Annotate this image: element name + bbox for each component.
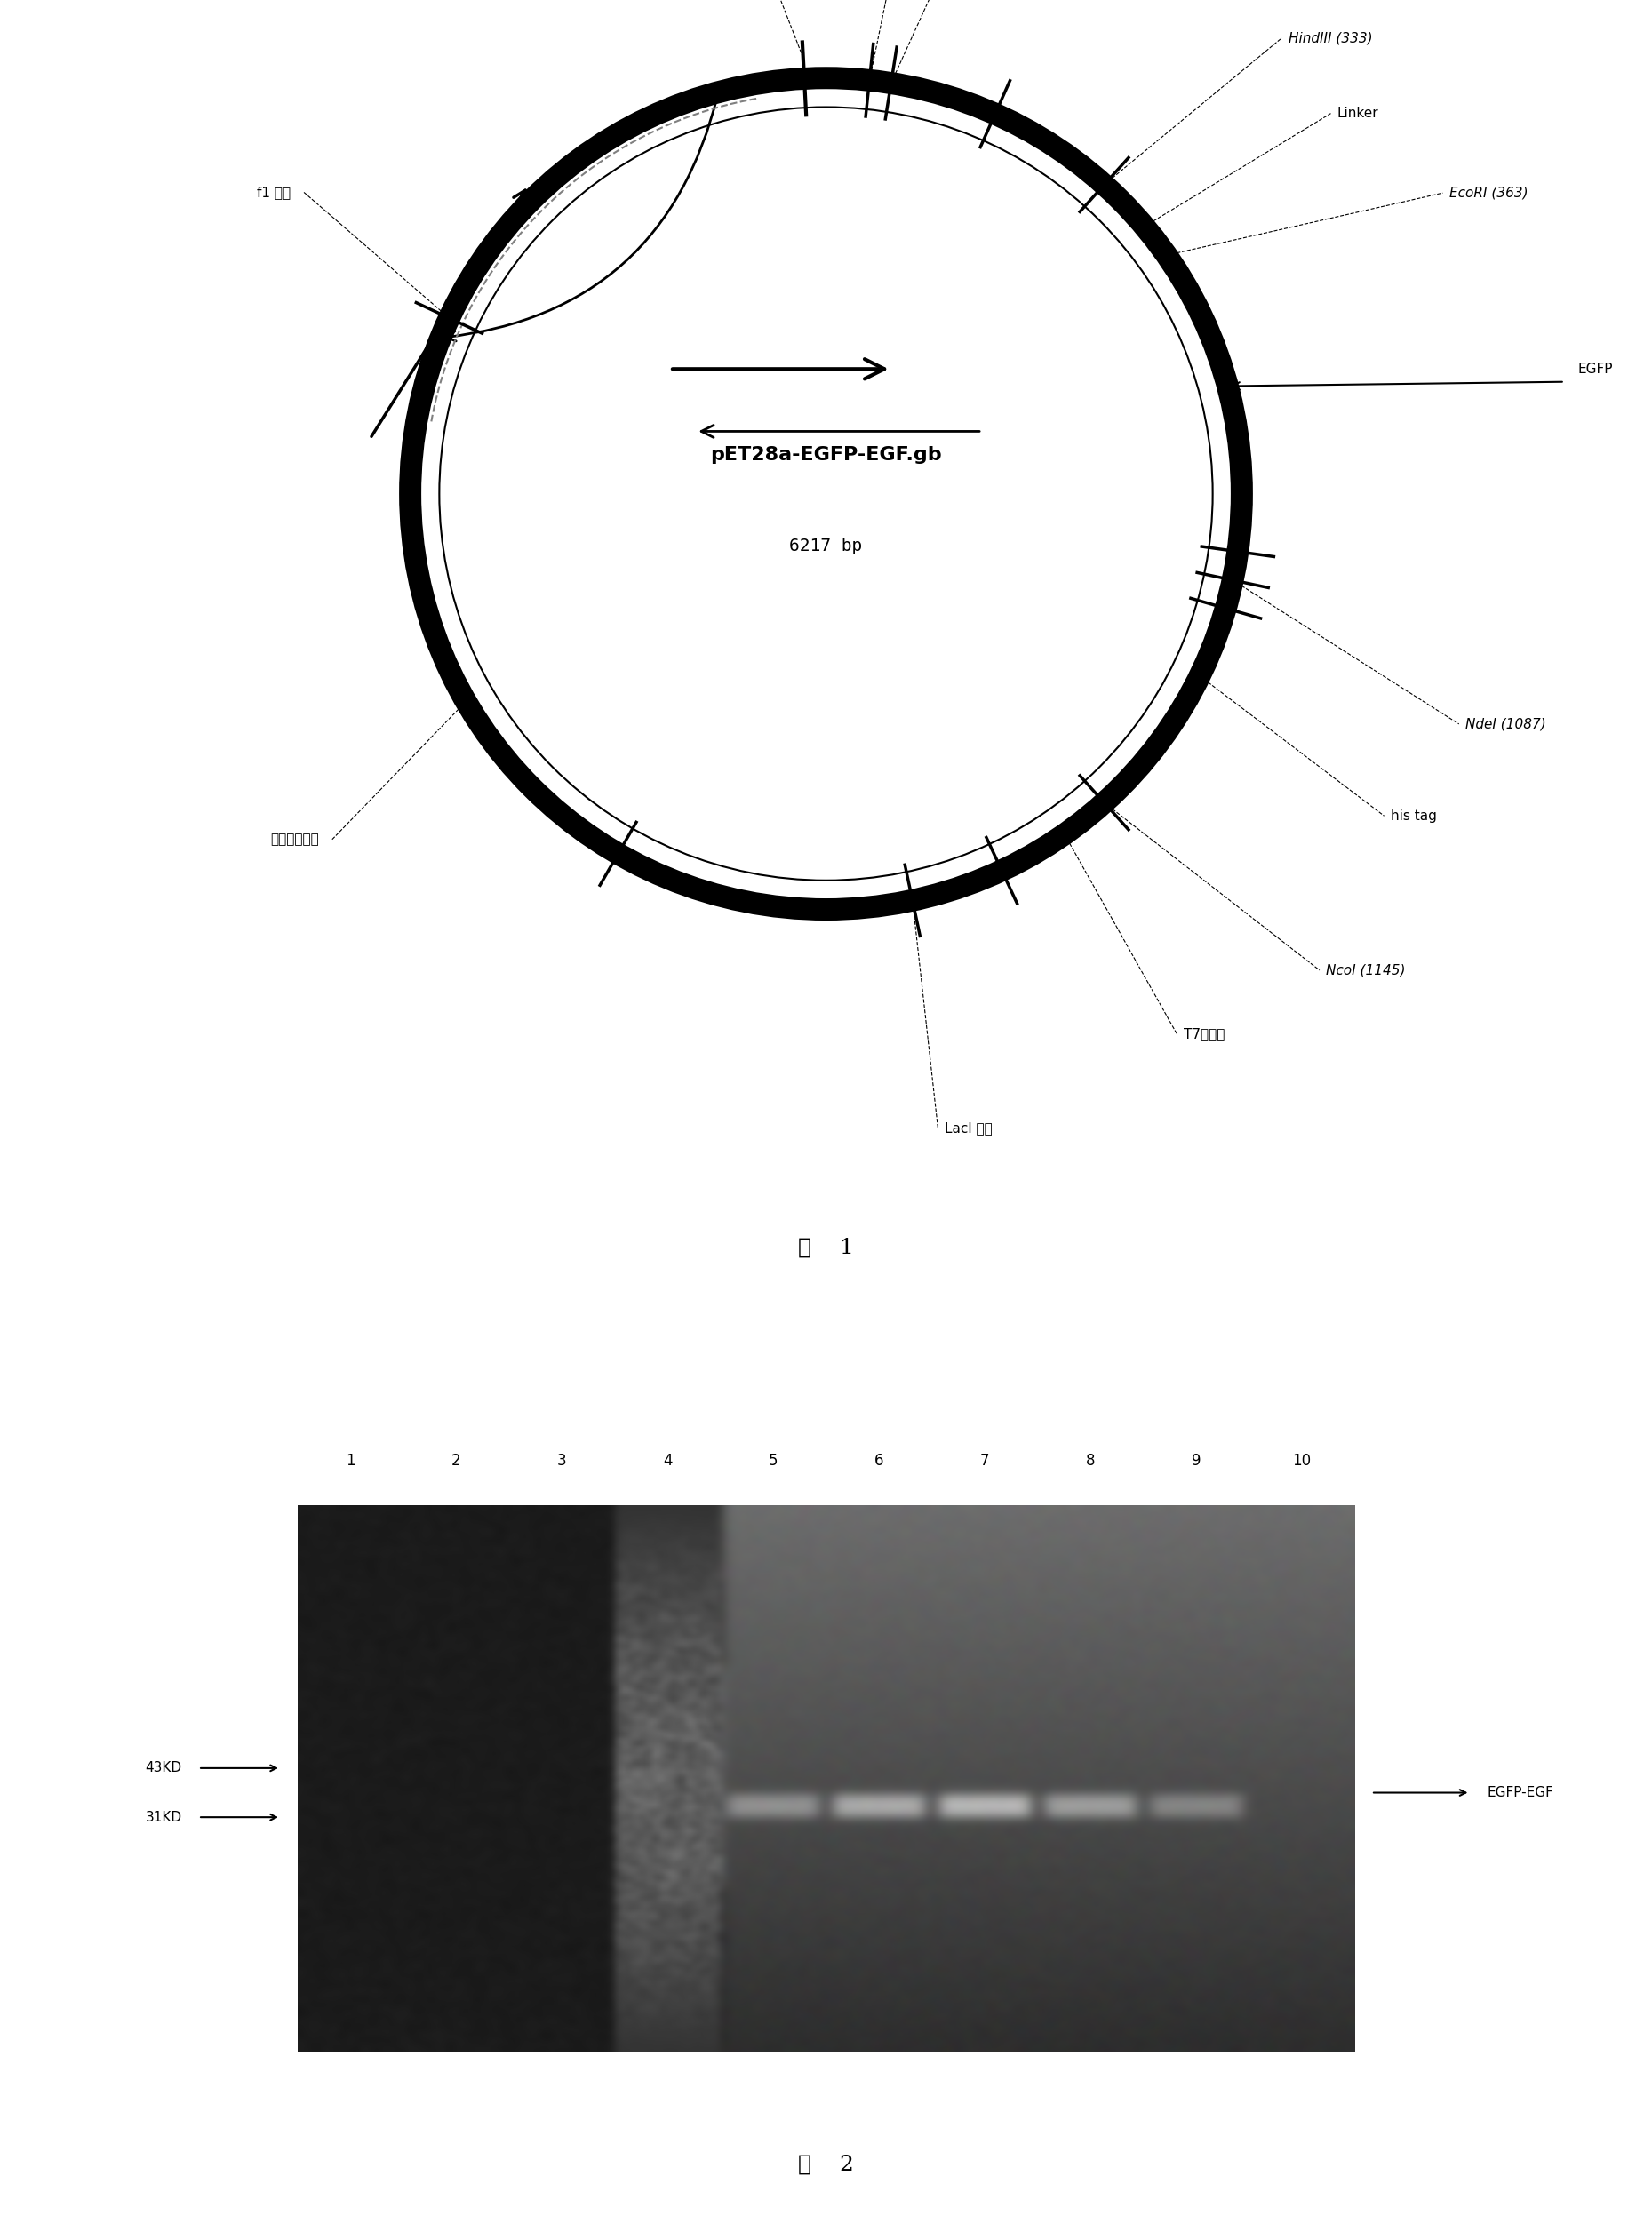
Text: 43KD: 43KD	[145, 1761, 182, 1774]
Text: 图    1: 图 1	[798, 1236, 854, 1257]
Text: f1 起点: f1 起点	[258, 186, 291, 199]
Text: Lacl 起点: Lacl 起点	[945, 1122, 993, 1136]
Text: T7启动子: T7启动子	[1183, 1028, 1224, 1042]
Text: 1: 1	[345, 1452, 355, 1469]
Text: his tag: his tag	[1391, 809, 1437, 822]
Text: NcoI (1145): NcoI (1145)	[1327, 963, 1406, 977]
Text: Linker: Linker	[1336, 108, 1379, 121]
Text: 31KD: 31KD	[145, 1810, 182, 1823]
Text: 9: 9	[1191, 1452, 1201, 1469]
Text: 4: 4	[662, 1452, 672, 1469]
Text: EGFP: EGFP	[1578, 363, 1612, 376]
Text: 2: 2	[451, 1452, 461, 1469]
Text: 6217 bp: 6217 bp	[790, 538, 862, 553]
Text: 10: 10	[1292, 1452, 1312, 1469]
Text: 图    2: 图 2	[798, 2155, 854, 2175]
Text: 6: 6	[874, 1452, 884, 1469]
Text: 3: 3	[557, 1452, 567, 1469]
Text: EGFP-EGF: EGFP-EGF	[1487, 1785, 1553, 1799]
Text: 5: 5	[768, 1452, 778, 1469]
Text: 7: 7	[980, 1452, 990, 1469]
Text: 8: 8	[1085, 1452, 1095, 1469]
Text: pET28a-EGFP-EGF.gb: pET28a-EGFP-EGF.gb	[710, 446, 942, 464]
Text: 卡那霉素抗性: 卡那霉素抗性	[271, 833, 319, 847]
Text: EcoRI (363): EcoRI (363)	[1449, 186, 1528, 199]
Text: NdeI (1087): NdeI (1087)	[1465, 717, 1546, 730]
Text: HindIII (333): HindIII (333)	[1289, 31, 1373, 45]
